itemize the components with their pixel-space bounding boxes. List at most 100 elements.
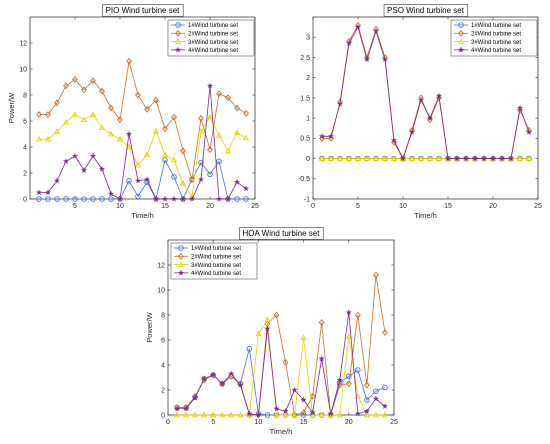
x-tick-label: 25	[534, 203, 542, 210]
data-point	[372, 411, 379, 418]
data-point	[355, 367, 361, 373]
data-point	[225, 94, 231, 101]
data-point	[153, 96, 159, 104]
chart-title-box	[239, 227, 324, 240]
data-point	[273, 411, 280, 418]
data-point	[264, 325, 271, 332]
data-point	[234, 104, 240, 112]
data-point	[327, 410, 334, 417]
data-point	[354, 393, 361, 399]
data-point	[173, 411, 181, 418]
legend-entry: 1#Wind turbine set	[191, 246, 241, 252]
data-point	[224, 195, 232, 202]
data-point	[219, 380, 226, 387]
data-point	[318, 155, 326, 161]
data-point	[200, 375, 208, 382]
data-point	[234, 196, 240, 202]
x-tick-label: 15	[300, 419, 308, 426]
data-point	[162, 125, 168, 133]
data-point	[179, 195, 187, 202]
data-point	[126, 178, 132, 184]
data-point	[125, 130, 133, 137]
data-point	[135, 91, 141, 99]
legend-marker	[457, 38, 465, 44]
y-tick-label: 3	[306, 35, 310, 42]
data-point	[444, 155, 452, 162]
data-point	[90, 196, 96, 202]
x-tick-label: 5	[73, 203, 77, 210]
data-point	[228, 411, 235, 418]
data-point	[291, 411, 298, 419]
data-point	[108, 104, 114, 112]
data-point	[207, 146, 213, 153]
data-point	[336, 411, 343, 418]
legend-entry: 1#Wind turbine set	[471, 23, 521, 29]
x-tick-label: 0	[166, 419, 170, 426]
legend-entry: 3#Wind turbine set	[471, 40, 521, 46]
y-tick-label: 6	[23, 118, 27, 125]
data-point	[318, 132, 326, 140]
data-point	[327, 132, 335, 140]
x-tick-label: 20	[206, 203, 214, 210]
data-point	[345, 155, 353, 161]
data-point	[346, 373, 352, 380]
data-point	[246, 410, 253, 417]
data-point	[300, 396, 307, 403]
data-point	[517, 106, 523, 114]
data-point	[382, 329, 388, 336]
legend-marker	[458, 29, 464, 37]
data-point	[170, 195, 178, 202]
data-point	[108, 196, 114, 202]
data-point	[53, 177, 61, 184]
data-point	[300, 409, 307, 416]
data-point	[44, 189, 52, 196]
data-point	[116, 195, 124, 202]
data-point	[426, 114, 434, 121]
data-point	[198, 159, 204, 166]
legend-marker	[175, 22, 181, 28]
x-tick-label: 15	[444, 203, 452, 210]
data-point	[318, 355, 325, 362]
data-point	[35, 189, 43, 196]
chart-title-box	[383, 4, 469, 17]
data-point	[336, 155, 344, 161]
legend-entry: 4#Wind turbine set	[191, 271, 241, 277]
data-point	[291, 386, 298, 393]
data-point	[345, 39, 353, 46]
x-tick-label: 10	[116, 203, 124, 210]
x-tick-label: 10	[255, 419, 263, 426]
data-point	[183, 411, 190, 418]
data-point	[237, 411, 244, 418]
data-point	[381, 402, 389, 409]
data-point	[99, 196, 105, 202]
data-point	[426, 155, 434, 161]
data-point	[436, 94, 442, 102]
chart-title: PSO Wind turbine set	[387, 6, 465, 15]
legend-marker	[178, 245, 184, 251]
legend-marker	[175, 29, 181, 37]
data-point	[80, 167, 88, 174]
data-point	[462, 155, 470, 162]
legend: 1#Wind turbine set 2#Wind turbine set 3#Wi…	[450, 19, 538, 57]
data-point	[170, 156, 178, 163]
data-point	[210, 411, 217, 418]
data-point	[192, 392, 199, 400]
data-point	[54, 99, 60, 107]
data-point	[373, 271, 379, 279]
data-point	[309, 411, 316, 418]
data-point	[90, 77, 96, 85]
data-point	[525, 155, 533, 161]
data-point	[198, 115, 204, 122]
data-point	[197, 176, 205, 183]
data-point	[72, 196, 78, 202]
legend-entry: 4#Wind turbine set	[188, 48, 238, 54]
y-axis-label: Power/W	[7, 92, 16, 123]
data-point	[135, 193, 141, 200]
data-point	[125, 143, 133, 150]
data-point	[453, 155, 461, 162]
data-point	[143, 176, 151, 183]
data-point	[427, 116, 433, 124]
data-point	[264, 316, 271, 323]
data-point	[327, 155, 335, 161]
data-point	[182, 405, 190, 412]
